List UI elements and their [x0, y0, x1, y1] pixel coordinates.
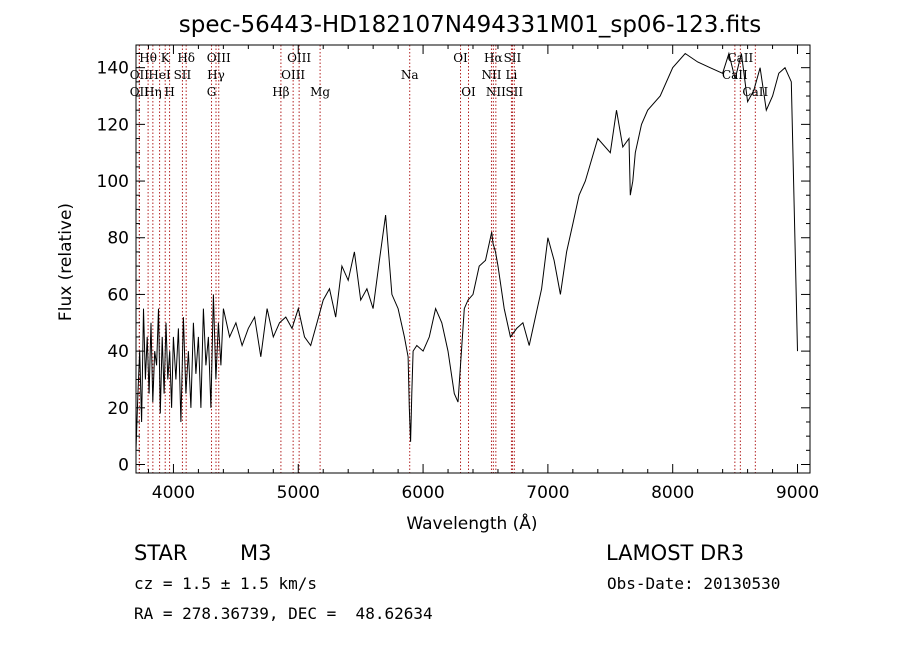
spectral-line-label: OIII: [207, 51, 231, 65]
spectral-line-label: CaII: [742, 85, 768, 99]
x-tick-label: 5000: [277, 483, 320, 503]
y-tick-label: 80: [107, 229, 129, 249]
spectral-line-label: G: [207, 85, 217, 99]
x-tick-label: 6000: [401, 483, 444, 503]
spectral-line-label: Hβ: [272, 85, 289, 99]
x-axis-label: Wavelength (Å): [406, 512, 537, 534]
spectral-line-label: OIII: [281, 68, 305, 82]
flux-series-line: [135, 51, 798, 451]
y-axis-ticks: 0 20 40 60 80 100 120 140: [97, 53, 810, 475]
object-subclass: M3: [240, 541, 272, 565]
x-tick-label: 4000: [152, 483, 195, 503]
spectral-line-label: Hα: [484, 51, 503, 65]
plot-frame: [135, 44, 811, 474]
spectral-line-label: Hθ: [139, 51, 157, 65]
spectral-line-label: OI: [461, 85, 476, 99]
y-tick-label: 40: [107, 342, 129, 362]
spectral-line-label: NII: [486, 85, 506, 99]
spectral-line-label: Mg: [310, 85, 330, 99]
spectral-line-label: OII: [130, 85, 150, 99]
chart-title: spec-56443-HD182107N494331M01_sp06-123.f…: [179, 12, 761, 38]
spectral-line-label: K: [161, 51, 171, 65]
object-class: STAR: [134, 541, 188, 565]
spectral-line-label: SII: [504, 51, 522, 65]
y-tick-label: 60: [107, 285, 129, 305]
spectral-line-markers: [138, 45, 756, 473]
spectral-line-label: OI: [453, 51, 468, 65]
spectral-line-label: CaII: [722, 68, 748, 82]
y-tick-label: 100: [97, 172, 129, 192]
x-tick-label: 9000: [776, 483, 819, 503]
y-axis-label: Flux (relative): [56, 203, 76, 321]
y-tick-label: 140: [97, 59, 129, 79]
spectral-line-label: SII: [174, 68, 192, 82]
redshift-value: cz = 1.5 ± 1.5 km/s: [134, 574, 318, 593]
spectral-line-label: Na: [401, 68, 419, 82]
spectral-line-label: Li: [506, 68, 518, 82]
spectral-line-label: Hδ: [177, 51, 195, 65]
survey-name: LAMOST DR3: [606, 541, 745, 565]
spectral-line-label: H: [164, 85, 174, 99]
coordinates: RA = 278.36739, DEC = 48.62634: [134, 604, 433, 623]
spectral-line-label: Hη: [144, 85, 162, 99]
spectral-line-label: HeI: [148, 68, 171, 82]
spectral-line-label: SII: [505, 85, 523, 99]
y-tick-label: 0: [118, 455, 129, 475]
x-tick-label: 7000: [526, 483, 569, 503]
spectral-line-label: Hγ: [207, 68, 225, 82]
y-tick-label: 120: [97, 115, 129, 135]
y-tick-label: 20: [107, 399, 129, 419]
spectral-line-label: OII: [130, 68, 150, 82]
spectral-line-label: OIII: [287, 51, 311, 65]
spectral-line-label: NII: [481, 68, 501, 82]
x-axis-ticks: 4000 5000 6000 7000 8000 9000: [147, 45, 819, 503]
x-tick-label: 8000: [651, 483, 694, 503]
observation-date: Obs-Date: 20130530: [607, 574, 781, 593]
